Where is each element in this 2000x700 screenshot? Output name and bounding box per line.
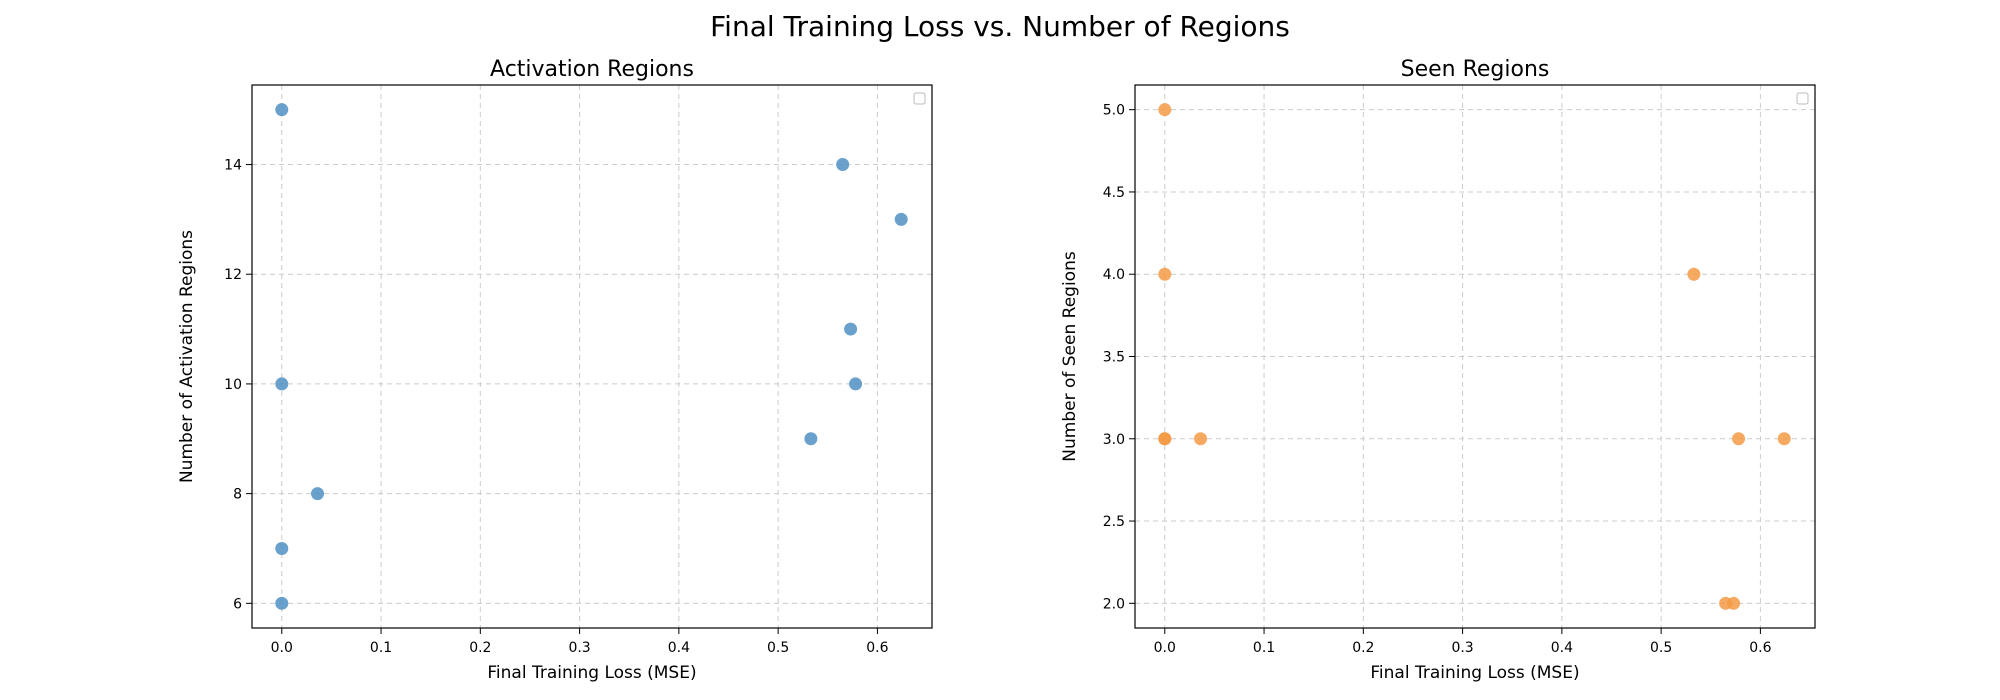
x-tick-label: 0.3	[1451, 640, 1473, 656]
y-tick-label: 2.0	[1103, 596, 1125, 612]
x-tick-label: 0.2	[469, 640, 491, 656]
y-tick-label: 3.0	[1103, 432, 1125, 448]
y-tick-label: 8	[233, 487, 242, 503]
y-tick-label: 12	[224, 267, 242, 283]
x-tick-label: 0.5	[767, 640, 789, 656]
x-tick-label: 0.0	[271, 640, 293, 656]
legend-box	[1796, 92, 1809, 105]
activation-plot-title: Activation Regions	[490, 57, 694, 82]
seen-plot-title: Seen Regions	[1401, 57, 1550, 82]
y-tick-label: 14	[224, 158, 242, 174]
x-tick-label: 0.1	[1253, 640, 1275, 656]
data-point	[1687, 267, 1701, 281]
data-point	[844, 322, 858, 336]
y-tick-label: 5.0	[1103, 103, 1125, 119]
data-point	[894, 212, 908, 226]
data-point	[275, 377, 289, 391]
x-tick-label: 0.6	[1749, 640, 1771, 656]
figure-title: Final Training Loss vs. Number of Region…	[710, 10, 1290, 43]
data-point	[1194, 432, 1208, 446]
data-point	[275, 596, 289, 610]
x-axis-label: Final Training Loss (MSE)	[487, 663, 696, 683]
data-point	[1727, 596, 1741, 610]
data-point	[1732, 432, 1746, 446]
data-point	[836, 158, 850, 172]
x-tick-label: 0.3	[568, 640, 590, 656]
x-tick-label: 0.4	[1551, 640, 1573, 656]
y-tick-label: 3.5	[1103, 350, 1125, 366]
data-point	[311, 487, 325, 501]
y-tick-label: 2.5	[1103, 514, 1125, 530]
x-tick-label: 0.5	[1650, 640, 1672, 656]
data-point	[1158, 103, 1172, 117]
data-point	[275, 103, 289, 117]
x-tick-label: 0.1	[370, 640, 392, 656]
activation-regions-plot: 0.0 0.1 0.2 0.3 0.4 0.5 0.6 6 8 10 12 14 Activation …	[177, 57, 933, 683]
data-point	[1158, 267, 1172, 281]
data-point	[1777, 432, 1791, 446]
data-point	[849, 377, 863, 391]
seen-regions-plot: 0.0 0.1 0.2 0.3 0.4 0.5 0.6 2.0 2.5 3.0 3.5 4.0 4.5 5…	[1060, 57, 1816, 683]
legend-box	[913, 92, 926, 105]
x-tick-label: 0.0	[1154, 640, 1176, 656]
data-point	[275, 541, 289, 555]
x-tick-label: 0.4	[668, 640, 690, 656]
y-axis-label: Number of Activation Regions	[177, 230, 197, 483]
y-axis-label: Number of Seen Regions	[1060, 251, 1080, 462]
y-tick-label: 10	[224, 377, 242, 393]
x-axis-label: Final Training Loss (MSE)	[1370, 663, 1579, 683]
data-point	[804, 432, 818, 446]
data-point	[1158, 432, 1172, 446]
y-tick-label: 4.0	[1103, 267, 1125, 283]
y-tick-label: 4.5	[1103, 185, 1125, 201]
x-tick-label: 0.6	[866, 640, 888, 656]
x-tick-label: 0.2	[1352, 640, 1374, 656]
plot-frame	[251, 84, 933, 629]
y-tick-label: 6	[233, 596, 242, 612]
